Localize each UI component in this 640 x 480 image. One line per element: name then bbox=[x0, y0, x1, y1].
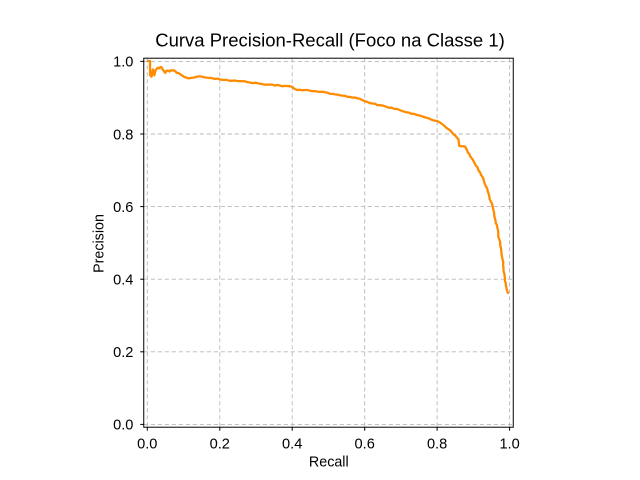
svg-text:0.2: 0.2 bbox=[113, 345, 133, 361]
svg-text:0.8: 0.8 bbox=[113, 127, 133, 143]
svg-text:0.0: 0.0 bbox=[113, 418, 133, 434]
svg-text:0.2: 0.2 bbox=[210, 437, 230, 453]
svg-text:0.0: 0.0 bbox=[137, 437, 157, 453]
svg-text:1.0: 1.0 bbox=[113, 55, 133, 71]
svg-text:0.6: 0.6 bbox=[355, 437, 375, 453]
svg-text:0.4: 0.4 bbox=[113, 273, 133, 289]
svg-text:Recall: Recall bbox=[309, 455, 349, 471]
svg-text:0.4: 0.4 bbox=[282, 437, 302, 453]
svg-text:Precision: Precision bbox=[92, 214, 108, 273]
svg-text:0.8: 0.8 bbox=[427, 437, 447, 453]
svg-text:1.0: 1.0 bbox=[499, 437, 519, 453]
svg-text:0.6: 0.6 bbox=[113, 200, 133, 216]
svg-text:Curva Precision-Recall (Foco n: Curva Precision-Recall (Foco na Classe 1… bbox=[155, 30, 505, 51]
